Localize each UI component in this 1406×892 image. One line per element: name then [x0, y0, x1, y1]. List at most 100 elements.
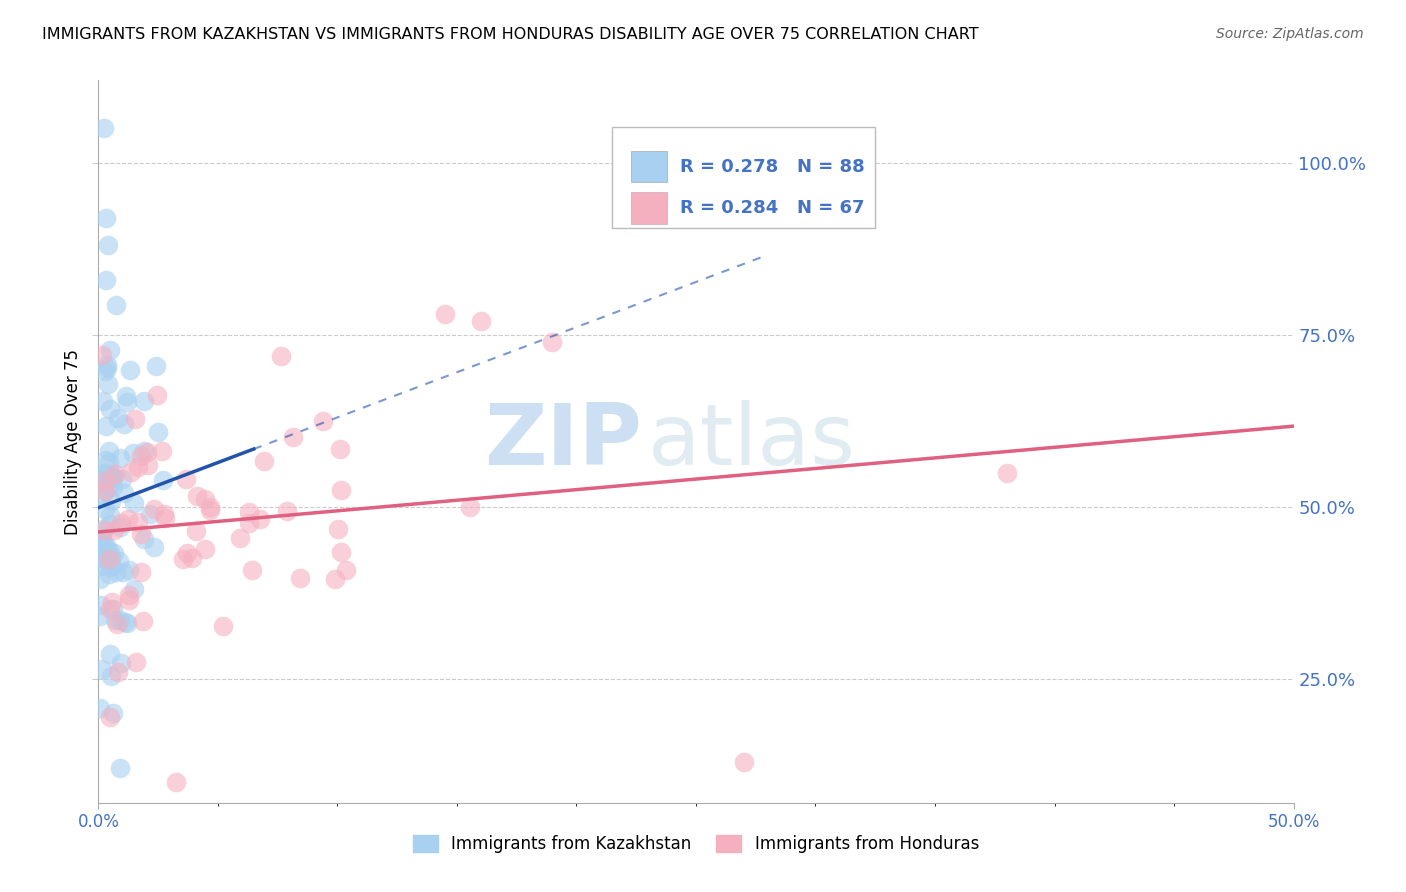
Text: ZIP: ZIP — [485, 400, 643, 483]
Point — [131, 449, 153, 463]
Point — [111, 565, 134, 579]
Point — [94, 273, 117, 287]
Point — [540, 335, 562, 350]
Point — [120, 465, 142, 479]
FancyBboxPatch shape — [631, 192, 668, 224]
Point — [97, 552, 120, 566]
Point — [93, 524, 115, 538]
Point — [100, 595, 122, 609]
Point — [186, 489, 208, 503]
Point — [98, 544, 121, 558]
Point — [94, 418, 117, 433]
Point — [281, 430, 304, 444]
Point — [110, 516, 132, 530]
Point — [180, 551, 202, 566]
Point — [98, 402, 121, 417]
Point — [323, 572, 346, 586]
Point — [93, 475, 115, 490]
Point — [98, 647, 121, 661]
Y-axis label: Disability Age Over 75: Disability Age Over 75 — [63, 349, 82, 534]
Point — [229, 531, 252, 545]
Point — [184, 524, 207, 538]
Point — [290, 571, 312, 585]
Point — [96, 360, 118, 375]
Point — [142, 540, 165, 554]
Point — [98, 516, 121, 531]
Point — [211, 619, 233, 633]
Point — [458, 500, 481, 515]
Point — [134, 394, 156, 409]
Point — [198, 500, 221, 514]
Point — [96, 541, 118, 555]
Point — [129, 526, 152, 541]
Point — [330, 483, 353, 498]
Point — [107, 411, 129, 425]
Point — [118, 362, 141, 376]
Point — [122, 496, 145, 510]
Point — [107, 665, 129, 679]
Point — [108, 451, 131, 466]
Point — [238, 516, 260, 530]
Point — [110, 613, 132, 627]
Point — [127, 515, 149, 529]
Point — [91, 348, 114, 362]
Point — [112, 485, 135, 500]
Point — [89, 532, 111, 546]
Point — [91, 393, 114, 408]
Point — [93, 502, 115, 516]
Point — [97, 238, 120, 252]
Point — [97, 467, 120, 482]
Point — [101, 602, 124, 616]
Point — [104, 467, 127, 481]
Point — [100, 549, 122, 564]
Legend: Immigrants from Kazakhstan, Immigrants from Honduras: Immigrants from Kazakhstan, Immigrants f… — [406, 828, 986, 860]
Point — [115, 389, 138, 403]
Point — [124, 582, 146, 596]
Point — [115, 616, 138, 631]
Point — [98, 508, 121, 522]
Point — [153, 508, 176, 522]
Point — [138, 507, 160, 521]
Point — [152, 473, 174, 487]
Point — [94, 469, 117, 483]
Point — [94, 474, 117, 488]
Point — [108, 520, 131, 534]
Point — [326, 522, 349, 536]
Point — [108, 761, 131, 775]
Point — [105, 617, 128, 632]
Point — [434, 307, 457, 321]
Point — [89, 559, 111, 574]
Point — [118, 563, 141, 577]
Point — [89, 572, 111, 586]
Point — [90, 491, 112, 505]
Point — [335, 563, 357, 577]
Point — [97, 444, 120, 458]
Point — [110, 656, 132, 670]
Point — [97, 376, 120, 391]
Point — [118, 592, 141, 607]
Point — [100, 555, 122, 569]
Point — [253, 453, 276, 467]
Point — [174, 473, 197, 487]
Point — [115, 395, 138, 409]
Point — [132, 444, 155, 458]
Point — [112, 417, 135, 431]
Point — [312, 413, 335, 427]
Point — [96, 553, 118, 567]
FancyBboxPatch shape — [613, 128, 876, 228]
Point — [134, 533, 156, 547]
Point — [194, 492, 217, 507]
Point — [733, 755, 755, 769]
Point — [145, 359, 167, 373]
Text: R = 0.278   N = 88: R = 0.278 N = 88 — [681, 158, 865, 176]
Point — [104, 613, 127, 627]
Text: Source: ZipAtlas.com: Source: ZipAtlas.com — [1216, 27, 1364, 41]
Point — [100, 560, 122, 574]
Point — [127, 459, 149, 474]
Point — [100, 493, 122, 508]
Point — [97, 455, 120, 469]
Point — [150, 444, 173, 458]
Point — [198, 503, 221, 517]
Point — [94, 364, 117, 378]
Point — [90, 541, 112, 556]
